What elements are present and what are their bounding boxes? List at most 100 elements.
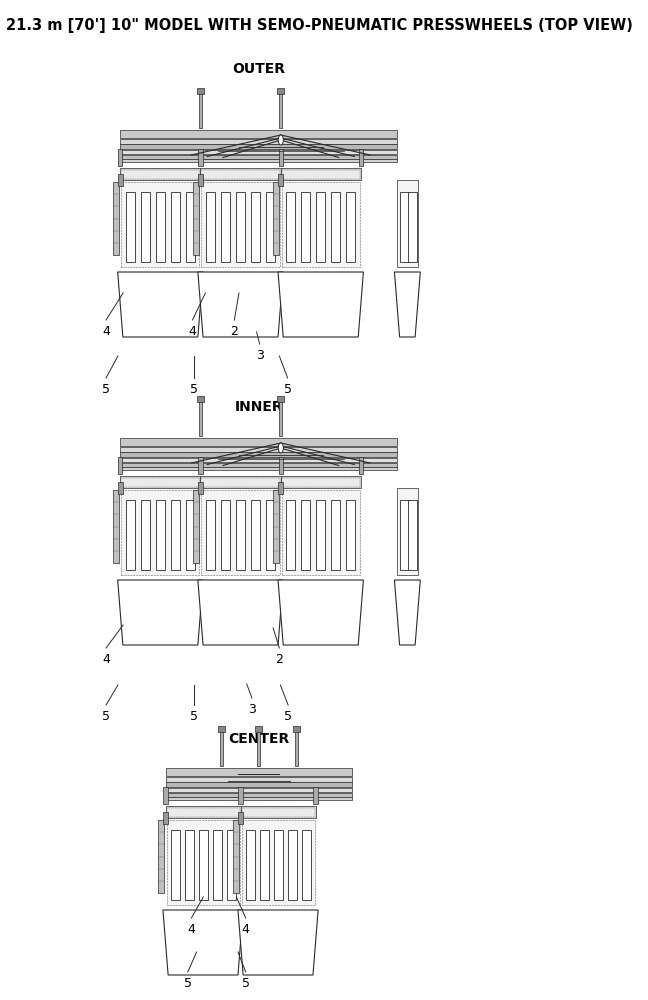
Bar [279, 457, 283, 474]
Bar [200, 476, 281, 488]
Bar [286, 500, 295, 570]
Text: 3: 3 [256, 349, 264, 362]
Text: 4: 4 [189, 325, 196, 338]
Bar [156, 192, 165, 262]
Bar [316, 192, 325, 262]
Bar [121, 182, 200, 267]
Bar [199, 90, 202, 128]
Bar [199, 398, 202, 436]
Bar [279, 90, 282, 128]
Circle shape [278, 135, 283, 145]
Bar [206, 192, 215, 262]
Bar [295, 728, 297, 766]
Bar [301, 500, 310, 570]
Bar [197, 396, 204, 402]
Text: CENTER: CENTER [228, 732, 289, 746]
Bar [126, 192, 135, 262]
Bar [221, 192, 230, 262]
Bar [141, 500, 150, 570]
Polygon shape [198, 580, 283, 645]
Bar [279, 398, 282, 436]
Bar [220, 728, 223, 766]
Bar [346, 500, 355, 570]
Bar [359, 457, 363, 474]
Bar [121, 458, 397, 462]
Bar [121, 130, 397, 138]
Bar [121, 452, 397, 457]
Polygon shape [163, 910, 243, 975]
Bar [397, 488, 418, 575]
Bar [408, 500, 417, 570]
Bar [236, 192, 245, 262]
Bar [266, 500, 275, 570]
Text: 5: 5 [242, 977, 249, 990]
Bar [118, 149, 122, 166]
Bar [400, 500, 409, 570]
Bar [121, 478, 200, 487]
Bar [331, 192, 340, 262]
Bar [121, 150, 397, 154]
Bar [198, 457, 203, 474]
Bar [198, 174, 203, 186]
Bar [157, 820, 164, 893]
Text: 3: 3 [248, 703, 256, 716]
Bar [121, 463, 397, 467]
Bar [292, 726, 300, 732]
Polygon shape [278, 272, 364, 337]
Bar [192, 490, 199, 563]
Bar [165, 797, 352, 800]
Bar [113, 182, 119, 255]
Bar [242, 820, 314, 905]
Bar [282, 478, 360, 487]
Bar [118, 482, 123, 494]
Bar [165, 777, 352, 782]
Bar [198, 149, 203, 166]
Polygon shape [198, 272, 283, 337]
Bar [238, 787, 242, 804]
Bar [255, 726, 262, 732]
Polygon shape [395, 580, 421, 645]
Bar [278, 482, 283, 494]
Bar [240, 806, 316, 818]
Bar [156, 500, 165, 570]
Bar [200, 168, 281, 180]
Bar [121, 170, 200, 179]
Bar [121, 490, 200, 575]
Bar [274, 830, 283, 900]
Bar [206, 500, 215, 570]
Text: 5: 5 [184, 977, 192, 990]
Bar [126, 500, 135, 570]
Bar [165, 788, 352, 792]
Bar [286, 192, 295, 262]
Bar [198, 482, 203, 494]
Polygon shape [238, 910, 318, 975]
Bar [202, 490, 279, 575]
Bar [238, 812, 243, 824]
Bar [202, 182, 279, 267]
Bar [278, 174, 283, 186]
Bar [281, 476, 361, 488]
Bar [199, 830, 207, 900]
Bar [233, 820, 239, 893]
Bar [121, 467, 397, 470]
Bar [121, 476, 200, 488]
Text: INNER: INNER [235, 400, 283, 414]
Bar [251, 192, 260, 262]
Bar [221, 500, 230, 570]
Bar [260, 830, 269, 900]
Bar [118, 174, 123, 186]
Bar [165, 782, 352, 787]
Bar [202, 478, 279, 487]
Text: 4: 4 [187, 923, 195, 936]
Bar [118, 457, 122, 474]
Bar [185, 830, 194, 900]
Bar [186, 500, 194, 570]
Bar [346, 192, 355, 262]
Bar [197, 88, 204, 94]
Bar [408, 192, 417, 262]
Bar [277, 396, 284, 402]
Polygon shape [118, 272, 203, 337]
Bar [163, 812, 168, 824]
Bar [266, 192, 275, 262]
Bar [301, 192, 310, 262]
